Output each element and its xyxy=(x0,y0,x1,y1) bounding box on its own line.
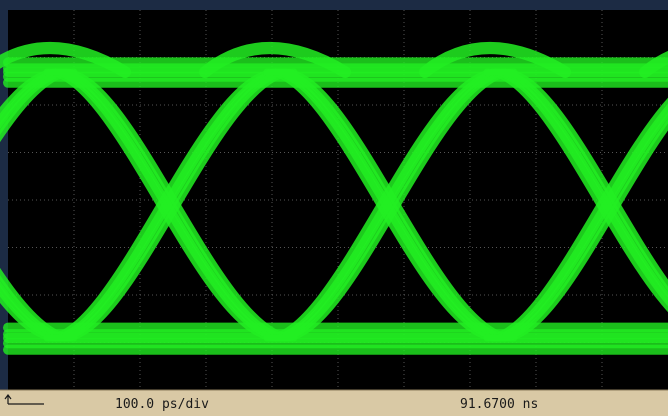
oscilloscope-screen: 100.0 ps/div 91.6700 ns xyxy=(0,0,668,416)
timebase-label: 100.0 ps/div xyxy=(115,397,209,412)
position-label: 91.6700 ns xyxy=(460,397,538,412)
scope-display: 100.0 ps/div 91.6700 ns xyxy=(0,0,668,416)
status-bar xyxy=(0,390,668,416)
